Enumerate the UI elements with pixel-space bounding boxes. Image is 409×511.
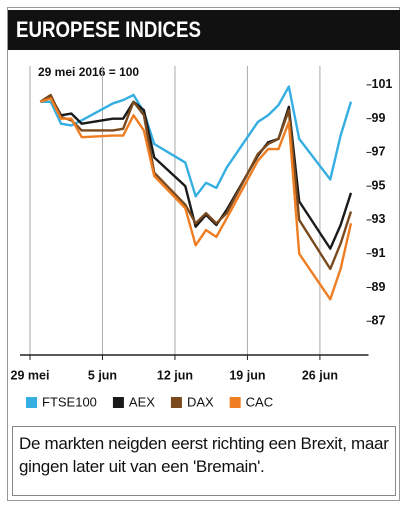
- legend-label: CAC: [246, 394, 273, 409]
- legend-swatch: [229, 397, 241, 408]
- y-tick-label: 99: [372, 111, 386, 125]
- y-tick-label: 93: [372, 212, 386, 226]
- y-tick-label: 91: [372, 246, 386, 260]
- legend-label: AEX: [129, 394, 155, 409]
- legend-label: FTSE100: [42, 394, 97, 409]
- series-line: [39, 95, 353, 250]
- x-tick-label: 12 jun: [157, 368, 193, 382]
- legend-swatch: [112, 397, 124, 408]
- legend-swatch: [170, 397, 182, 408]
- y-tick-label: 87: [372, 314, 386, 328]
- x-tick-label: 29 mei: [11, 368, 50, 382]
- chart-subtitle: 29 mei 2016 = 100: [38, 65, 139, 79]
- y-tick-label: 101: [372, 77, 393, 91]
- y-tick-label: 95: [372, 178, 386, 192]
- x-tick-label: 5 jun: [88, 368, 117, 382]
- header-bar: [8, 10, 400, 50]
- x-tick-label: 26 jun: [302, 368, 338, 382]
- header-title: EUROPESE INDICES: [16, 17, 201, 42]
- series-line: [39, 97, 353, 301]
- y-tick-label: 97: [372, 145, 386, 159]
- y-tick-label: 89: [372, 280, 386, 294]
- legend-swatch: [26, 397, 37, 408]
- series-line: [40, 85, 353, 198]
- caption: De markten neigden eerst richting een Br…: [12, 426, 396, 496]
- legend-label: DAX: [187, 394, 214, 409]
- series-line: [39, 93, 353, 271]
- frame: [7, 7, 400, 501]
- x-tick-label: 19 jun: [229, 368, 265, 382]
